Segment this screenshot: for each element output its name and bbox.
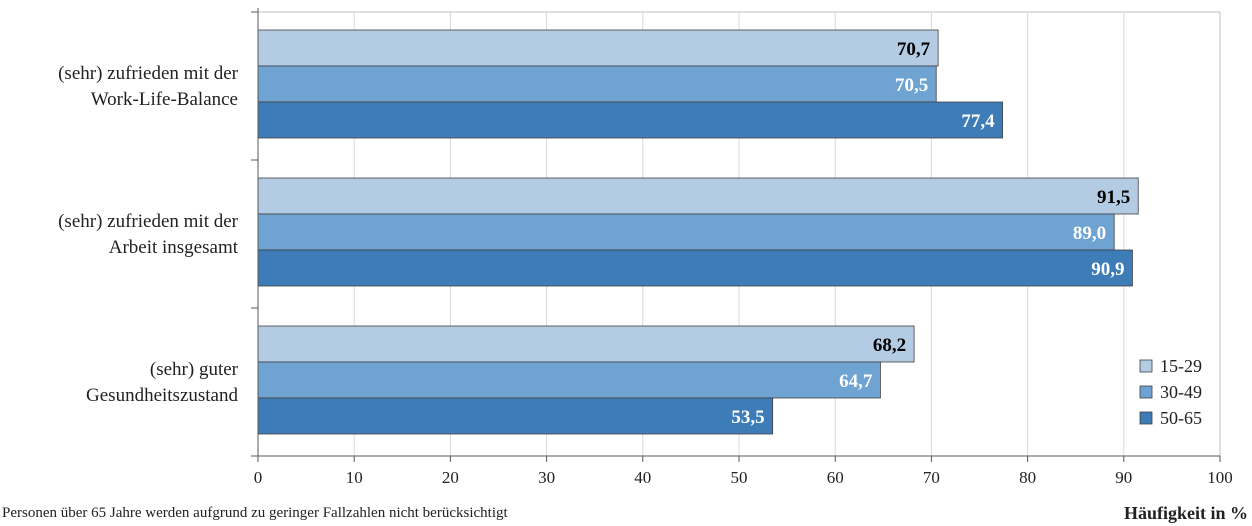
legend: 15-29 30-49 50-65 (1139, 356, 1202, 428)
data-labels: 70,7 70,5 77,4 91,5 89,0 90,9 68,264,7 53,5 (731, 39, 1130, 428)
legend-swatch-50-65 (1139, 411, 1153, 425)
legend-label: 15-29 (1160, 356, 1202, 376)
x-tick-label: 20 (442, 468, 459, 487)
category-label: Work-Life-Balance (91, 89, 238, 110)
x-tick-labels: 0 10 20 30 40 50 60 70 80 90 100 (254, 468, 1233, 487)
bar-30-49-2 (257, 361, 881, 399)
bar-chart: (sehr) zufrieden mit der Work-Life-Balanc… (58, 8, 1233, 487)
data-label: 89,0 (1073, 223, 1106, 244)
x-tick-label: 0 (254, 468, 263, 487)
x-tick-label: 100 (1207, 468, 1233, 487)
x-axis-label: Häufigkeit in % (1123, 503, 1248, 523)
bar-30-49-0 (257, 65, 937, 103)
data-label: 70,7 (897, 39, 931, 60)
x-tick-label: 40 (634, 468, 651, 487)
category-label: (sehr) guter (150, 359, 239, 380)
bar-50-65-2 (257, 397, 774, 435)
data-label: 64,7 (839, 371, 873, 392)
bar-50-65-1 (257, 249, 1133, 287)
legend-swatch-15-29 (1139, 359, 1153, 373)
legend-swatch-30-49 (1139, 385, 1153, 399)
legend-label: 30-49 (1160, 382, 1202, 402)
data-label: 68,2 (873, 335, 906, 356)
x-tick-label: 50 (731, 468, 748, 487)
category-label: Arbeit insgesamt (109, 237, 239, 258)
x-tick-label: 30 (538, 468, 555, 487)
x-tick-label: 80 (1019, 468, 1036, 487)
data-label: 91,5 (1097, 187, 1130, 208)
bar-30-49-1 (257, 213, 1115, 251)
x-tick-label: 70 (923, 468, 940, 487)
category-label: (sehr) zufrieden mit der (58, 211, 239, 232)
data-label: 70,5 (895, 75, 928, 96)
x-tick-label: 10 (346, 468, 363, 487)
axes (251, 8, 1221, 462)
x-tick-label: 60 (827, 468, 844, 487)
category-label: Gesundheitszustand (86, 385, 238, 406)
legend-label: 50-65 (1160, 408, 1202, 428)
data-label: 53,5 (731, 407, 764, 428)
category-label: (sehr) zufrieden mit der (58, 63, 239, 84)
bars (257, 29, 1139, 435)
bar-15-29-2 (257, 325, 915, 363)
footnote: Personen über 65 Jahre werden aufgrund z… (2, 505, 508, 521)
category-labels: (sehr) zufrieden mit der Work-Life-Balanc… (58, 63, 239, 406)
x-tick-label: 90 (1115, 468, 1132, 487)
bar-15-29-1 (257, 177, 1139, 215)
data-label: 90,9 (1091, 259, 1124, 280)
bar-15-29-0 (257, 29, 939, 67)
data-label: 77,4 (961, 111, 995, 132)
bar-50-65-0 (257, 101, 1003, 139)
